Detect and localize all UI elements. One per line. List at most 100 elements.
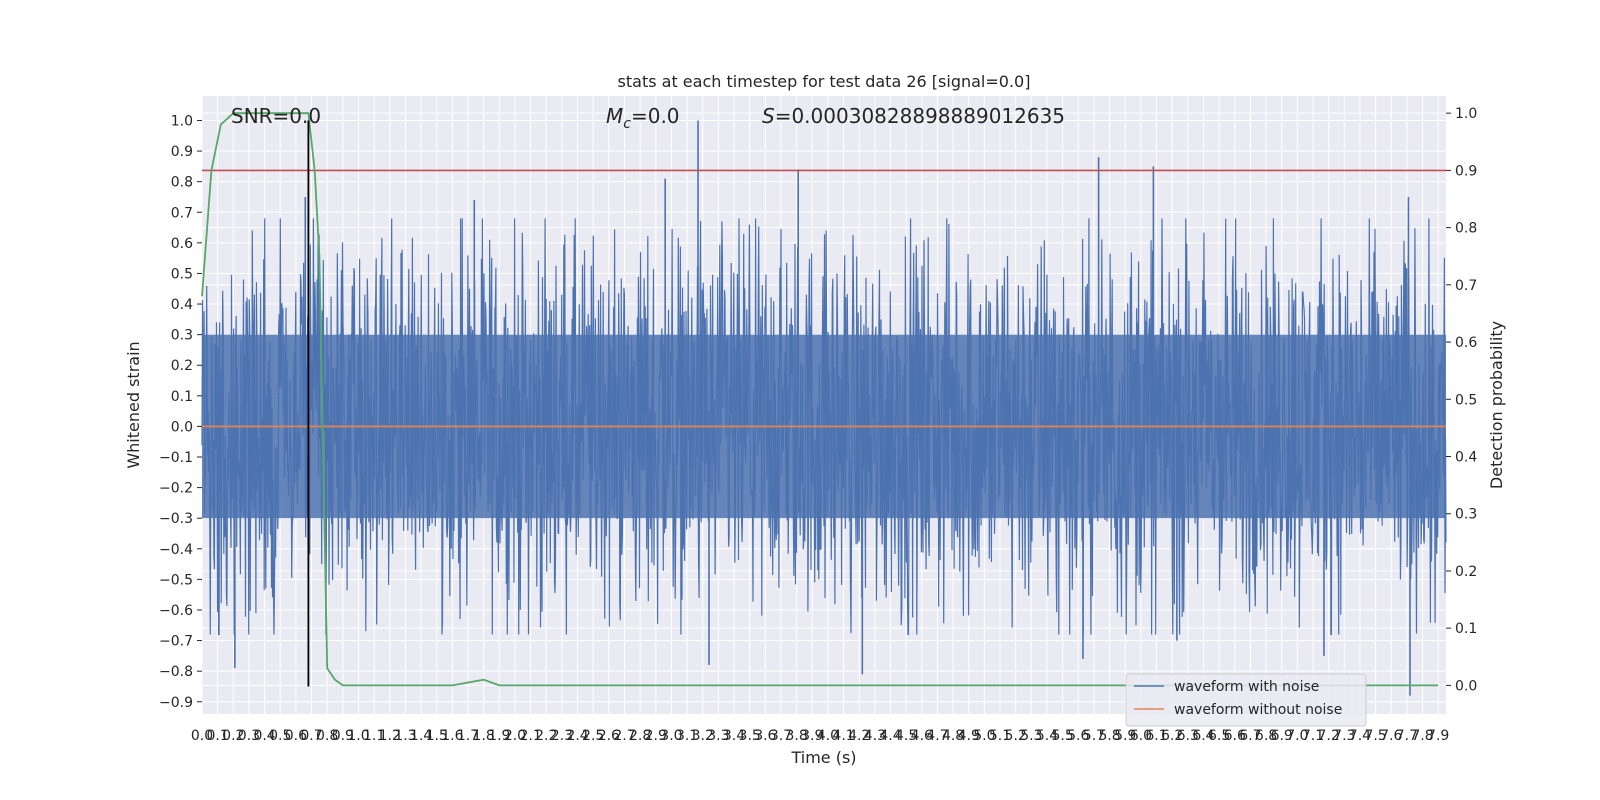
x-tick-label: 5.8: [1098, 728, 1120, 744]
chart-title: stats at each timestep for test data 26 …: [618, 72, 1031, 91]
x-tick-label: 5.7: [1083, 728, 1105, 744]
y-tick-label: −0.2: [159, 481, 193, 497]
x-tick-label: 0.8: [316, 728, 338, 744]
x-tick-label: 3.6: [754, 728, 776, 744]
x-tick-label: 0.1: [207, 728, 229, 744]
x-tick-label: 4.0: [817, 728, 839, 744]
y-tick-label: −0.8: [159, 664, 193, 680]
y2-tick-label: 0.8: [1455, 221, 1477, 237]
x-tick-label: 2.5: [582, 728, 604, 744]
x-tick-label: 0.6: [285, 728, 307, 744]
x-tick-label: 5.4: [1036, 728, 1058, 744]
x-tick-label: 2.8: [629, 728, 651, 744]
x-tick-label: 0.7: [300, 728, 322, 744]
y2-tick-label: 0.5: [1455, 392, 1477, 408]
x-tick-label: 4.3: [864, 728, 886, 744]
y2-tick-label: 0.3: [1455, 507, 1477, 523]
x-tick-label: 3.0: [660, 728, 682, 744]
x-tick-label: 6.4: [1192, 728, 1214, 744]
x-tick-label: 2.7: [613, 728, 635, 744]
x-tick-label: 1.0: [347, 728, 369, 744]
x-tick-label: 4.9: [958, 728, 980, 744]
x-tick-label: 7.3: [1333, 728, 1355, 744]
x-tick-label: 2.0: [504, 728, 526, 744]
mc-annotation: Mc=0.0: [606, 104, 680, 132]
snr-annotation: SNR=0.0: [231, 104, 321, 128]
y-tick-label: 1.0: [171, 113, 193, 129]
x-tick-label: 1.4: [410, 728, 432, 744]
x-tick-label: 0.2: [222, 728, 244, 744]
x-tick-label: 3.5: [739, 728, 761, 744]
y-axis-label: Whitened strain: [124, 341, 143, 468]
x-tick-label: 1.5: [426, 728, 448, 744]
x-tick-label: 3.2: [692, 728, 714, 744]
x-tick-label: 0.5: [269, 728, 291, 744]
axes: 0.00.10.20.30.40.50.60.70.80.91.01.11.21…: [159, 106, 1477, 744]
y2-tick-label: 0.0: [1455, 678, 1477, 694]
y-tick-label: 0.1: [171, 389, 193, 405]
y-tick-label: 0.0: [171, 419, 193, 435]
x-tick-label: 3.9: [801, 728, 823, 744]
x-tick-label: 1.8: [473, 728, 495, 744]
y2-tick-label: 0.6: [1455, 335, 1477, 351]
x-tick-label: 4.7: [926, 728, 948, 744]
y-tick-label: −0.3: [159, 511, 193, 527]
x-tick-label: 3.8: [785, 728, 807, 744]
s-annotation: S=0.00030828898889012635: [762, 104, 1065, 128]
detection-probability-line: [201, 112, 1439, 687]
y-tick-label: −0.5: [159, 572, 193, 588]
x-tick-label: 5.3: [1020, 728, 1042, 744]
x-tick-label: 6.3: [1177, 728, 1199, 744]
x-tick-label: 4.8: [942, 728, 964, 744]
x-tick-label: 3.1: [676, 728, 698, 744]
y-tick-label: 0.6: [171, 236, 193, 252]
x-tick-label: 1.6: [441, 728, 463, 744]
y-tick-label: −0.4: [159, 542, 193, 558]
x-tick-label: 2.9: [645, 728, 667, 744]
x-tick-label: 0.9: [332, 728, 354, 744]
x-tick-label: 3.4: [723, 728, 745, 744]
legend-label-clean: waveform without noise: [1174, 702, 1342, 718]
x-tick-label: 4.1: [832, 728, 854, 744]
y2-tick-label: 1.0: [1455, 106, 1477, 122]
y-tick-label: 0.4: [171, 297, 193, 313]
y-tick-label: 0.9: [171, 144, 193, 160]
x-tick-label: 7.7: [1396, 728, 1418, 744]
y2-tick-label: 0.7: [1455, 278, 1477, 294]
x-tick-label: 5.0: [973, 728, 995, 744]
y-tick-label: 0.2: [171, 358, 193, 374]
x-tick-label: 4.2: [848, 728, 870, 744]
x-tick-label: 7.1: [1302, 728, 1324, 744]
y-tick-label: −0.6: [159, 603, 193, 619]
x-tick-label: 2.6: [598, 728, 620, 744]
x-tick-label: 2.3: [551, 728, 573, 744]
x-tick-label: 2.1: [519, 728, 541, 744]
x-tick-label: 5.5: [1051, 728, 1073, 744]
x-tick-label: 1.2: [379, 728, 401, 744]
x-tick-label: 6.5: [1208, 728, 1230, 744]
x-tick-label: 6.8: [1255, 728, 1277, 744]
x-tick-label: 7.4: [1349, 728, 1371, 744]
x-tick-label: 5.9: [1114, 728, 1136, 744]
x-tick-label: 7.8: [1411, 728, 1433, 744]
x-axis-label: Time (s): [790, 748, 856, 767]
y2-axis-label: Detection probability: [1487, 321, 1506, 489]
x-tick-label: 6.2: [1161, 728, 1183, 744]
x-tick-label: 3.3: [707, 728, 729, 744]
x-tick-label: 0.0: [191, 728, 213, 744]
legend-box: [1125, 673, 1367, 727]
x-tick-label: 5.1: [989, 728, 1011, 744]
x-tick-label: 7.9: [1427, 728, 1449, 744]
x-tick-label: 0.3: [238, 728, 260, 744]
x-tick-label: 1.7: [457, 728, 479, 744]
y-tick-label: −0.9: [159, 695, 193, 711]
x-tick-label: 6.7: [1239, 728, 1261, 744]
x-tick-label: 3.7: [770, 728, 792, 744]
y2-tick-label: 0.1: [1455, 621, 1477, 637]
y-tick-label: 0.5: [171, 266, 193, 282]
x-tick-label: 6.0: [1130, 728, 1152, 744]
y2-tick-label: 0.9: [1455, 163, 1477, 179]
x-tick-label: 2.4: [566, 728, 588, 744]
x-tick-label: 4.4: [879, 728, 901, 744]
x-tick-label: 7.5: [1364, 728, 1386, 744]
